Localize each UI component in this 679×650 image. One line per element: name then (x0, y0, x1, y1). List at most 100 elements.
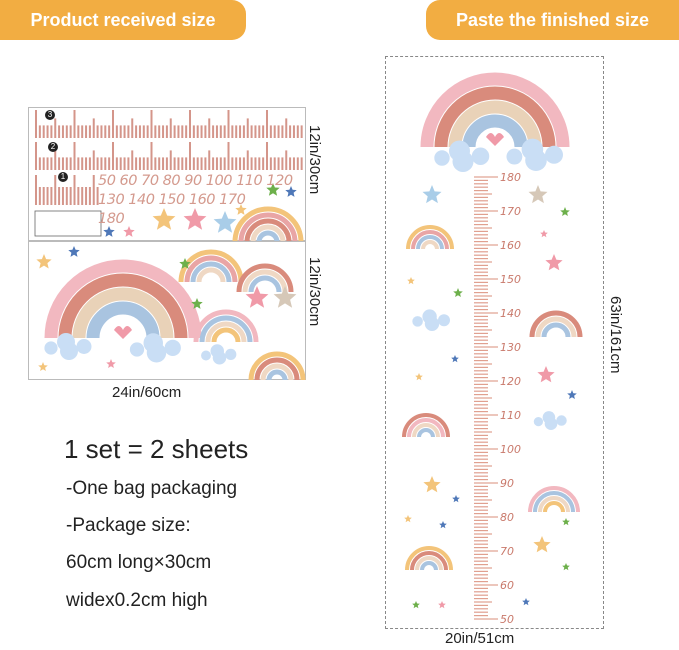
ruler-tick (54, 175, 57, 205)
ruler-tick (173, 125, 176, 138)
ruler-tick (158, 125, 161, 138)
ruler-tick (50, 157, 53, 170)
ruler-tick (123, 125, 126, 138)
ruler-tick (474, 509, 488, 511)
ruler-tick (474, 601, 492, 603)
ruler-tick (474, 336, 488, 338)
star-icon (407, 277, 415, 285)
ruler-tick (150, 110, 153, 138)
ruler-tick (474, 281, 488, 283)
ruler-tick (474, 479, 488, 481)
ruler-tick (73, 110, 76, 138)
rainbow-arc (242, 269, 288, 293)
ruler-tick (474, 414, 498, 416)
ruler-tick (474, 499, 492, 501)
ruler-tick (135, 157, 138, 170)
rainbow-arc (416, 235, 444, 250)
ruler-tick (474, 264, 488, 266)
ruler-tick (177, 157, 180, 170)
ruler-tick (250, 157, 253, 170)
ruler-tick (50, 187, 53, 205)
ruler-tick (474, 366, 488, 368)
ruler-tick (254, 157, 257, 170)
rainbow-arc (254, 357, 300, 381)
cloud-icon (60, 342, 78, 360)
ruler-tick (146, 125, 149, 138)
ruler-tick (169, 150, 172, 170)
sheet-1-graphic (34, 110, 304, 242)
ruler-tick (58, 125, 61, 138)
ruler-tick (38, 157, 41, 170)
star-icon (213, 211, 237, 233)
ruler-tick (115, 125, 118, 138)
rainbow-arc (244, 218, 292, 242)
ruler-tick (474, 475, 488, 477)
ruler-tick (474, 550, 498, 552)
ruler-label: 150 (500, 273, 521, 286)
ruler-tick (235, 157, 238, 170)
ruler-tick (474, 387, 488, 389)
ruler-tick (474, 434, 488, 436)
ruler-tick (289, 157, 292, 170)
ruler-tick (474, 502, 488, 504)
ruler-tick (273, 157, 276, 170)
banner-label: Paste the finished size (455, 9, 650, 30)
ruler-tick (50, 125, 53, 138)
sheet-1: 3 2 1 50 60 70 80 90 100 110 120 130 140… (28, 107, 306, 242)
ruler-tick (112, 110, 114, 138)
star-icon (562, 518, 570, 526)
ruler-label: 160 (500, 239, 521, 252)
ruler-tick (474, 247, 488, 249)
ruler-tick (474, 360, 488, 362)
star-icon (562, 563, 570, 571)
ruler-label: 130 (500, 341, 521, 354)
ruler-tick (61, 157, 64, 170)
ruler-tick (131, 118, 134, 138)
ruler-tick (196, 157, 199, 170)
cloud-icon (164, 339, 181, 356)
star-icon (522, 598, 530, 606)
ruler-tick (266, 142, 268, 170)
star-icon (533, 536, 551, 553)
ruler-tick (474, 536, 488, 538)
rainbow-arc (184, 255, 238, 283)
ruler-label: 90 (500, 477, 514, 490)
ruler-tick (474, 193, 492, 195)
ruler-tick (46, 187, 49, 205)
finished-width-label: 20in/51cm (445, 630, 515, 647)
ruler-tick (474, 513, 488, 515)
ruler-tick (474, 309, 488, 311)
ruler-tick (85, 125, 88, 138)
ruler-tick (474, 553, 488, 555)
ruler-tick (474, 203, 488, 205)
ruler-tick (474, 570, 488, 572)
ruler-tick (162, 157, 165, 170)
ruler-tick (474, 472, 488, 474)
rainbow-arc (178, 249, 244, 283)
ruler-tick (474, 397, 492, 399)
ruler-tick (138, 157, 141, 170)
star-icon (106, 359, 116, 368)
rainbow-arc (211, 327, 241, 343)
ruler-tick (73, 142, 76, 170)
rainbow-arc (205, 321, 247, 343)
ruler-tick (231, 157, 234, 170)
rainbow-arc (250, 224, 286, 242)
ruler-tick (474, 332, 488, 334)
rainbow-arc (533, 491, 575, 513)
star-icon (422, 185, 442, 204)
ruler-tick (474, 312, 498, 314)
ruler-tick (474, 615, 488, 617)
ruler-tick (269, 125, 272, 138)
numbers-row: 180 (98, 211, 125, 227)
ruler-tick (100, 157, 103, 170)
ruler-tick (474, 581, 488, 583)
star-icon (103, 226, 115, 237)
cloud-icon (471, 147, 490, 165)
star-icon (38, 362, 48, 371)
ruler-tick (474, 237, 488, 239)
ruler-tick (474, 373, 488, 375)
ruler-tick (273, 125, 276, 138)
ruler-tick (474, 241, 488, 243)
star-icon (245, 286, 269, 308)
